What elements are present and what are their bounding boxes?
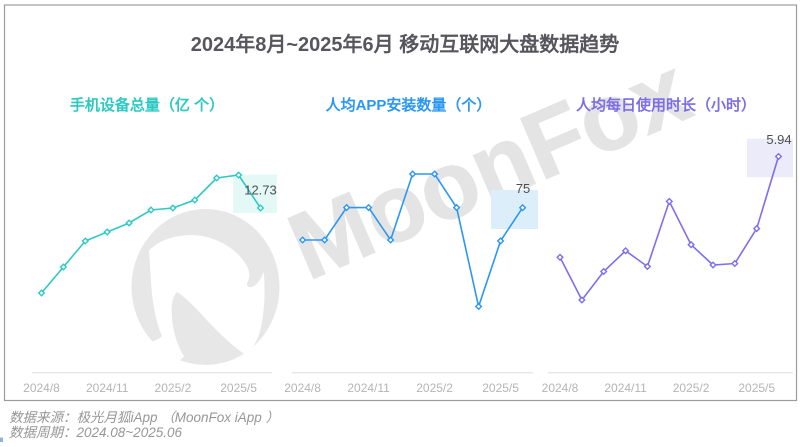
svg-text:2024/8: 2024/8 (23, 381, 60, 395)
svg-text:2024/11: 2024/11 (347, 381, 390, 395)
svg-text:2024/11: 2024/11 (86, 381, 129, 395)
svg-text:数据周期：2024.08~2025.06: 数据周期：2024.08~2025.06 (9, 425, 182, 440)
svg-text:2024/8: 2024/8 (284, 381, 321, 395)
svg-text:2025/5: 2025/5 (482, 381, 519, 395)
svg-text:2024年8月~2025年6月 移动互联网大盘数据趋势: 2024年8月~2025年6月 移动互联网大盘数据趋势 (191, 32, 619, 56)
svg-text:手机设备总量（亿 个）: 手机设备总量（亿 个） (70, 96, 224, 114)
svg-text:2024/11: 2024/11 (604, 381, 647, 395)
svg-text:5.94: 5.94 (766, 132, 791, 147)
svg-text:2024/8: 2024/8 (542, 381, 579, 395)
svg-text:数据来源：极光月狐iApp （MoonFox iApp ）: 数据来源：极光月狐iApp （MoonFox iApp ） (9, 410, 279, 425)
svg-text:2025/5: 2025/5 (220, 381, 257, 395)
svg-text:人均每日使用时长（小时）: 人均每日使用时长（小时） (576, 96, 756, 114)
svg-text:75: 75 (516, 181, 530, 196)
svg-text:2025/2: 2025/2 (155, 381, 192, 395)
svg-text:2025/2: 2025/2 (673, 381, 710, 395)
svg-text:2025/2: 2025/2 (416, 381, 453, 395)
svg-text:12.73: 12.73 (244, 183, 277, 198)
svg-text:人均APP安装数量（个）: 人均APP安装数量（个） (326, 96, 492, 114)
svg-text:2025/5: 2025/5 (738, 381, 775, 395)
